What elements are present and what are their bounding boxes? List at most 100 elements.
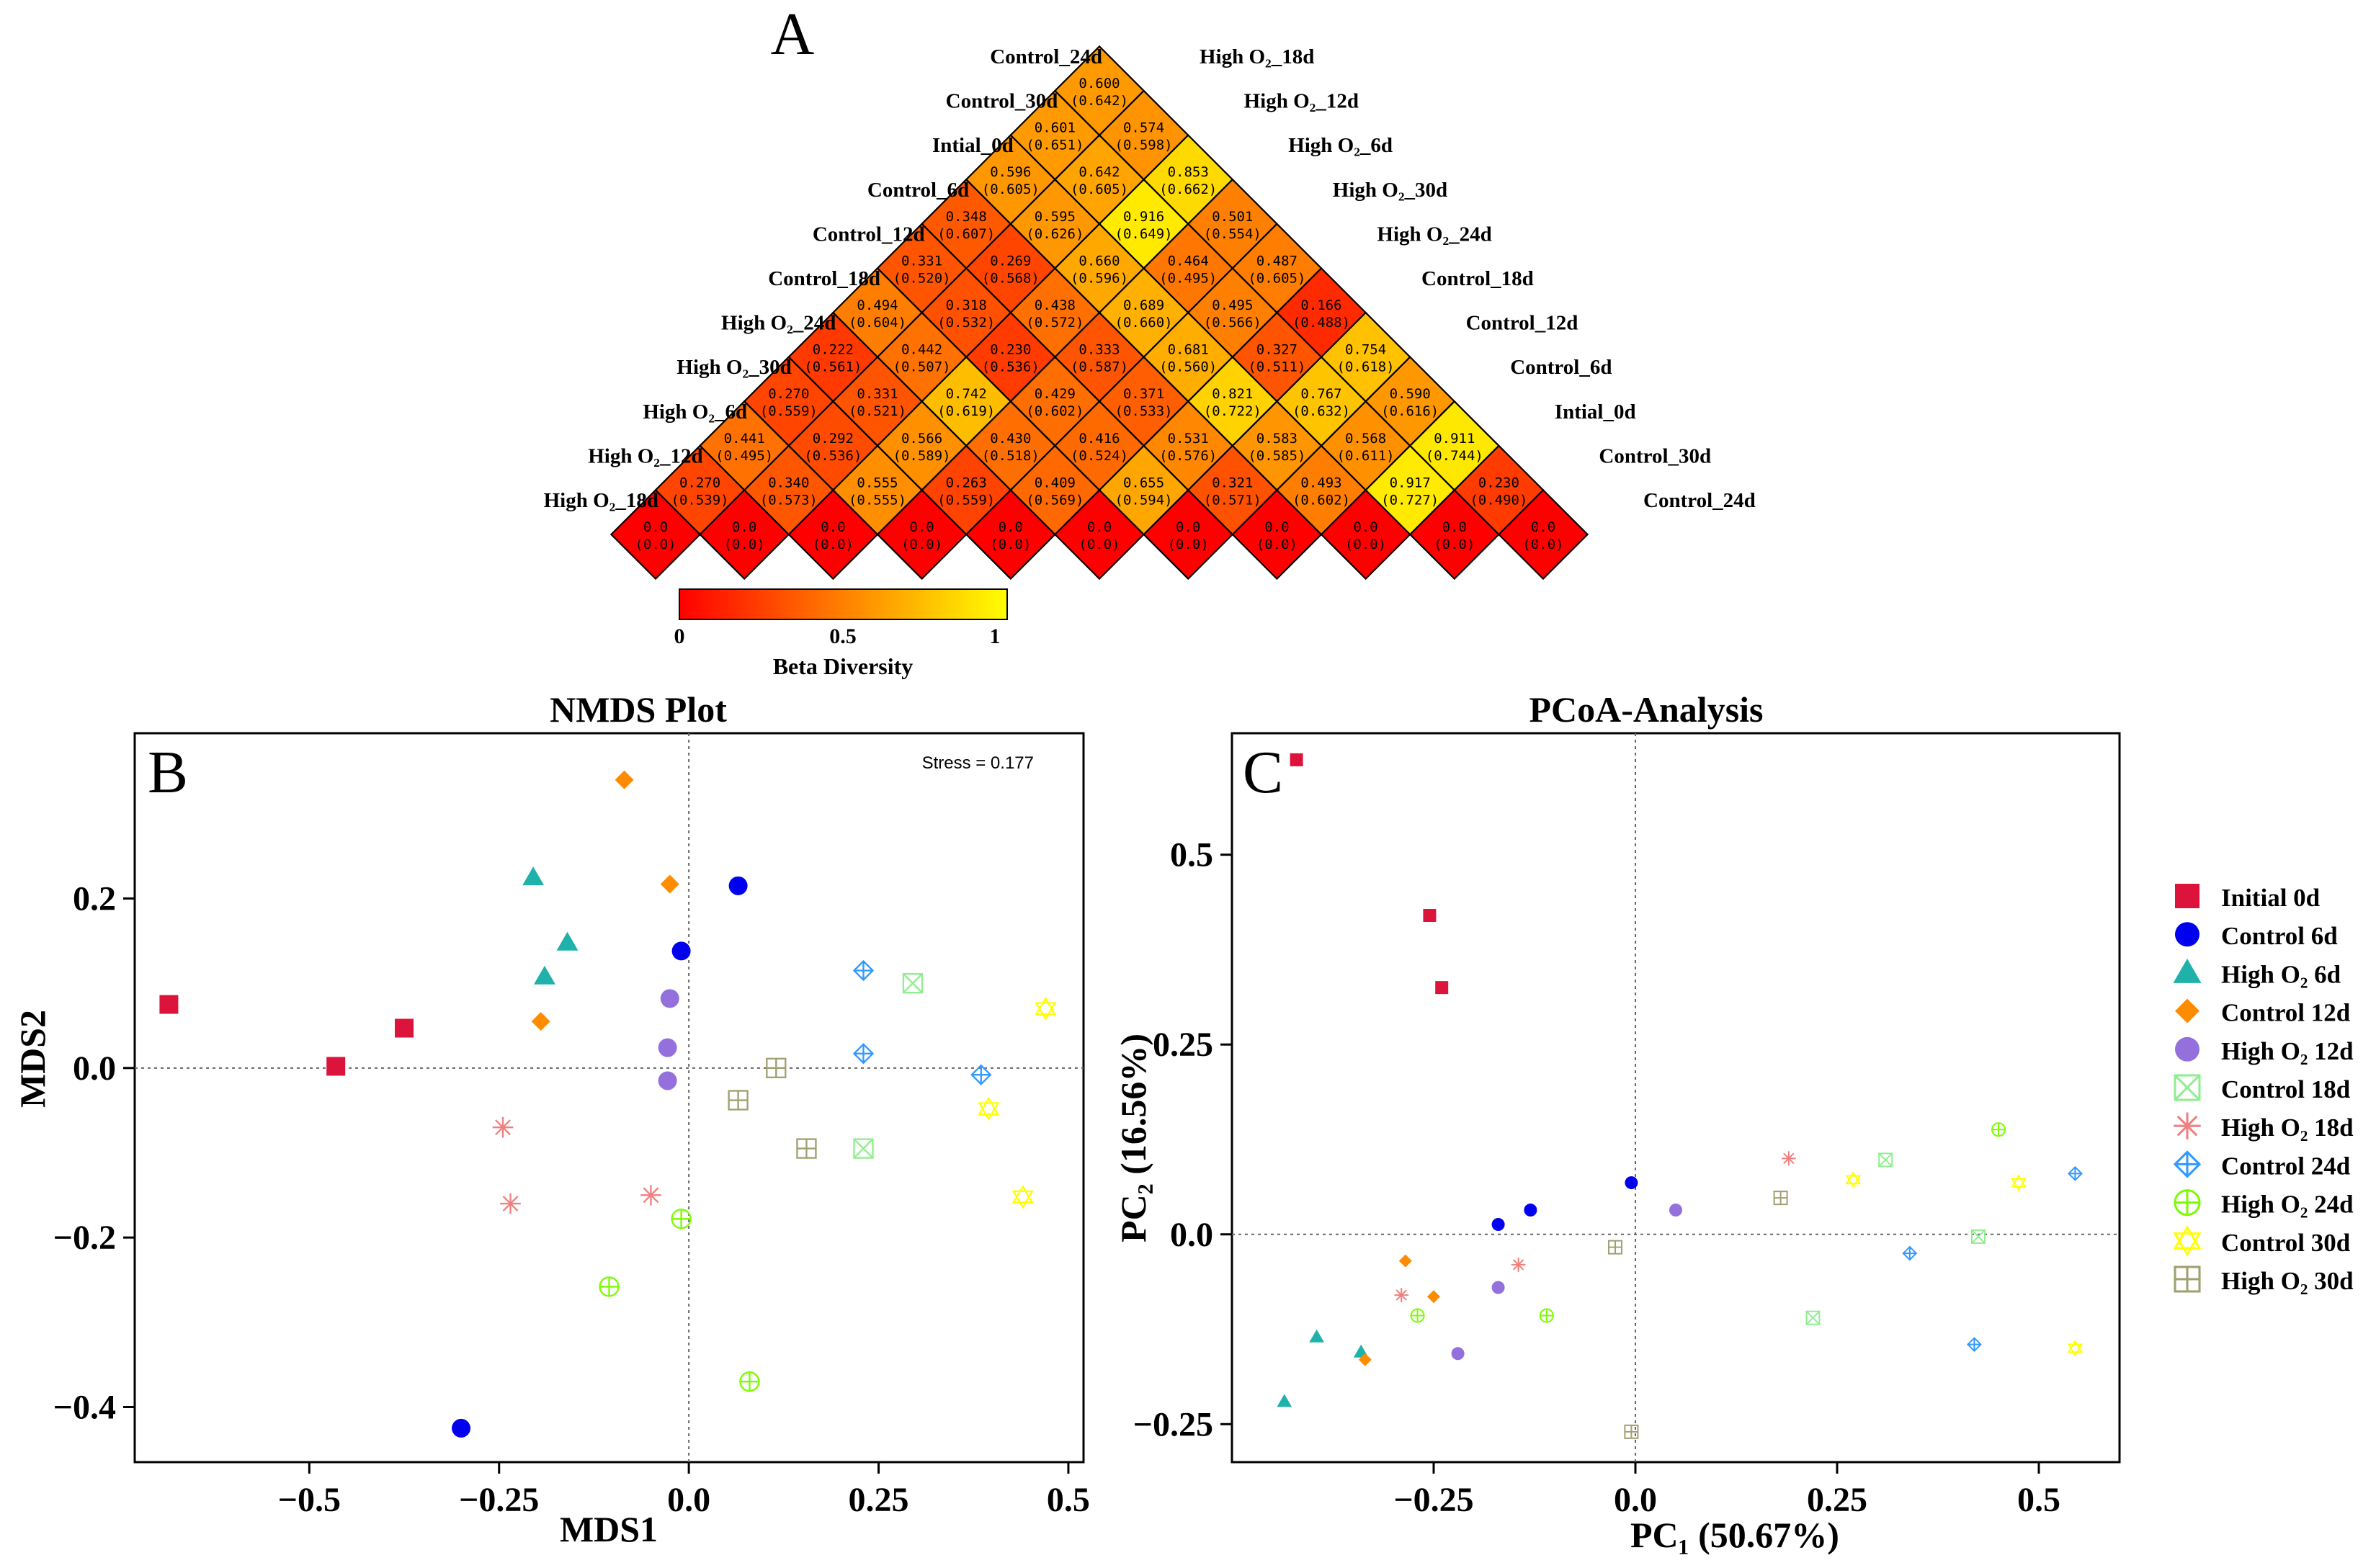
- marker-plus: [797, 1139, 816, 1158]
- heatmap-cell-value: 0.0: [1531, 519, 1555, 535]
- marker-square: [2175, 884, 2199, 908]
- heatmap-cell-value-alt: (0.572): [1026, 315, 1084, 331]
- heatmap-cell-value-alt: (0.555): [849, 492, 906, 508]
- heatmap-cell-value-alt: (0.0): [1345, 537, 1386, 552]
- point-high-o2-12d: [1451, 1347, 1465, 1361]
- heatmap-cell-value-alt: (0.589): [893, 448, 951, 464]
- marker-square: [1290, 753, 1303, 766]
- nmds-y-axis-label: MDS2: [12, 1010, 53, 1108]
- marker-plus: [767, 1058, 786, 1078]
- pcoa-y-axis-label: PC₂ (16.56%): [1113, 1034, 1153, 1242]
- legend-label: High O₂ 24d: [2221, 1191, 2354, 1219]
- point-control-24d: [1966, 1337, 1982, 1353]
- point-high-o2-24d: [1539, 1308, 1554, 1323]
- heatmap-cell-value: 0.595: [1035, 209, 1076, 225]
- point-high-o2-30d: [796, 1138, 817, 1159]
- heatmap-cell-value: 0.0: [1087, 519, 1112, 535]
- marker-circle: [1524, 1204, 1537, 1217]
- marker-box: [853, 1138, 874, 1159]
- pcoa-axis-ticks: −0.25 0.0 0.25 0.5 −0.25 0.0 0.25 0.5: [1133, 836, 2060, 1519]
- nmds-stress-annotation: Stress = 0.177: [922, 753, 1034, 773]
- heatmap-cell-value: 0.442: [901, 342, 942, 358]
- heatmap-cell-value: 0.230: [990, 342, 1031, 358]
- heatmap-cell-value: 0.493: [1300, 475, 1341, 490]
- heatmap-cell-value: 0.821: [1212, 386, 1253, 402]
- heatmap-cell-value-alt: (0.554): [1204, 226, 1261, 242]
- heatmap-cell-value: 0.371: [1123, 386, 1164, 402]
- heatmap-cell-value: 0.0: [1442, 519, 1467, 535]
- heatmap-cell-value: 0.464: [1168, 253, 1209, 269]
- marker-diamond: [2175, 998, 2199, 1023]
- legend-marker: [2175, 922, 2199, 947]
- point-high-o2-30d: [1773, 1191, 1788, 1206]
- heatmap-cell-value-alt: (0.0): [1434, 537, 1475, 552]
- point-high-o2-30d: [1608, 1240, 1622, 1255]
- heatmap-cell-value-alt: (0.598): [1115, 138, 1173, 153]
- heatmap-cell-value: 0.331: [901, 253, 942, 269]
- legend-item-control-6d: Control 6d: [2175, 922, 2338, 950]
- marker-diamond: [1398, 1254, 1412, 1268]
- colorbar: 0 0.5 1 Beta Diversity: [674, 588, 1008, 679]
- heatmap-cell-value: 0.494: [857, 297, 898, 313]
- heatmap-cell-value-alt: (0.524): [1071, 448, 1128, 464]
- heatmap-cell: 0.166 (0.488): [1275, 266, 1367, 359]
- marker-triangle: [1277, 1394, 1292, 1407]
- heatmap-cell-value-alt: (0.559): [937, 492, 995, 508]
- heatmap-cell-value-alt: (0.0): [1168, 537, 1209, 552]
- point-high-o2-12d: [1669, 1204, 1682, 1217]
- point-control-18d: [853, 1138, 874, 1159]
- point-control-30d: [1845, 1170, 1862, 1188]
- marker-triangle: [2173, 958, 2202, 983]
- point-high-o2-6d: [556, 931, 579, 951]
- marker-triangle: [522, 866, 545, 886]
- point-control-30d: [2067, 1340, 2084, 1357]
- legend-item-control-24d: Control 24d: [2173, 1150, 2351, 1180]
- heatmap-cell-value-alt: (0.0): [1256, 537, 1298, 552]
- heatmap-cell-value: 0.555: [857, 475, 898, 490]
- marker-circle: [660, 989, 679, 1008]
- colorbar-label: Beta Diversity: [773, 653, 914, 679]
- legend-marker: [2174, 1189, 2201, 1217]
- nmds-points: [159, 770, 1057, 1438]
- heatmap-cell-value-alt: (0.722): [1204, 403, 1261, 419]
- legend-item-control-12d: Control 12d: [2175, 998, 2351, 1027]
- legend-marker: [2175, 884, 2199, 908]
- point-control-12d: [1398, 1254, 1412, 1268]
- panel-label-a: A: [771, 1, 815, 68]
- x-tick-label: −0.25: [459, 1481, 539, 1519]
- heatmap-cell-value-alt: (0.602): [1026, 403, 1084, 419]
- heatmap-cell-value: 0.566: [901, 431, 942, 447]
- point-control-24d: [1902, 1245, 1918, 1261]
- heatmap-left-label: Control_30d: [946, 90, 1058, 113]
- heatmap-right-label: Control_18d: [1421, 267, 1534, 290]
- point-control-6d: [728, 876, 748, 895]
- y-tick-label: −0.2: [53, 1219, 116, 1257]
- point-control-24d: [852, 1043, 875, 1065]
- marker-circle: [1451, 1347, 1465, 1361]
- legend-item-control-30d: Control 30d: [2173, 1225, 2351, 1257]
- x-tick-label: 0.5: [1047, 1481, 1090, 1519]
- marker-cross: [1971, 1229, 1986, 1244]
- heatmap-cell-value-alt: (0.626): [1026, 226, 1084, 242]
- point-high-o2-24d: [739, 1371, 760, 1392]
- point-control-30d: [1011, 1185, 1034, 1209]
- heatmap-cell-value-alt: (0.0): [901, 537, 942, 552]
- marker-triangle-up: [1845, 1170, 1862, 1185]
- point-high-o2-12d: [660, 989, 679, 1008]
- pcoa-plot-frame: [1231, 732, 2121, 1464]
- marker-plus: [971, 1065, 991, 1085]
- marker-cross: [1878, 1152, 1893, 1168]
- marker-plus: [728, 1090, 748, 1110]
- heatmap-cell-value-alt: (0.607): [937, 226, 995, 242]
- marker-diamond: [1427, 1290, 1440, 1304]
- heatmap-cell-value-alt: (0.632): [1292, 403, 1350, 419]
- point-control-12d: [531, 1012, 550, 1031]
- marker-plus: [854, 1044, 873, 1063]
- heatmap-cell-value: 0.318: [946, 297, 987, 313]
- marker-circle: [658, 1071, 677, 1090]
- colorbar-tick-max: 1: [990, 624, 1001, 648]
- heatmap-cell-value: 0.270: [768, 386, 809, 402]
- heatmap-cell-value-alt: (0.616): [1381, 403, 1439, 419]
- point-high-o2-18d: [500, 1193, 521, 1214]
- point-high-o2-24d: [671, 1209, 692, 1229]
